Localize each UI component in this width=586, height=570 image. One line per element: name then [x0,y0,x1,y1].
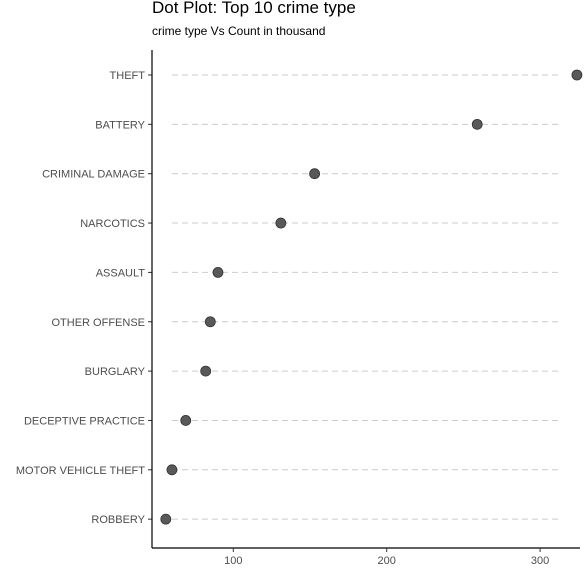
x-tick-label-100: 100 [224,555,242,567]
y-tick-label-narcotics: NARCOTICS [80,218,145,230]
y-tick-label-robbery: ROBBERY [91,514,145,526]
point-criminal-damage [309,168,321,180]
point-robbery [160,513,172,525]
point-battery [471,118,483,130]
tick-labels: THEFT BATTERY CRIMINAL DAMAGE NARCOTICS ASSA… [16,70,549,567]
y-tick-label-burglary: BURGLARY [85,366,146,378]
y-tick-label-theft: THEFT [110,70,146,82]
point-theft [571,69,583,81]
axes [148,50,580,552]
y-tick-label-other-offense: OTHER OFFENSE [51,317,145,329]
data-points [160,69,583,525]
chart-title: Dot Plot: Top 10 crime type [152,0,356,17]
point-other-offense [204,316,216,328]
guide-lines [172,74,561,520]
y-tick-label-assault: ASSAULT [96,267,146,279]
point-motor-vehicle-theft [166,464,178,476]
y-tick-label-battery: BATTERY [95,119,145,131]
y-tick-label-criminal-damage: CRIMINAL DAMAGE [42,169,145,181]
y-tick-label-deceptive-practice: DECEPTIVE PRACTICE [24,415,145,427]
point-assault [212,266,224,278]
x-tick-label-300: 300 [531,555,549,567]
y-tick-label-motor-vehicle-theft: MOTOR VEHICLE THEFT [16,465,145,477]
point-deceptive-practice [180,415,192,426]
chart-subtitle: crime type Vs Count in thousand [152,24,326,38]
point-burglary [200,365,212,377]
x-tick-label-200: 200 [378,555,396,567]
point-narcotics [275,217,287,229]
